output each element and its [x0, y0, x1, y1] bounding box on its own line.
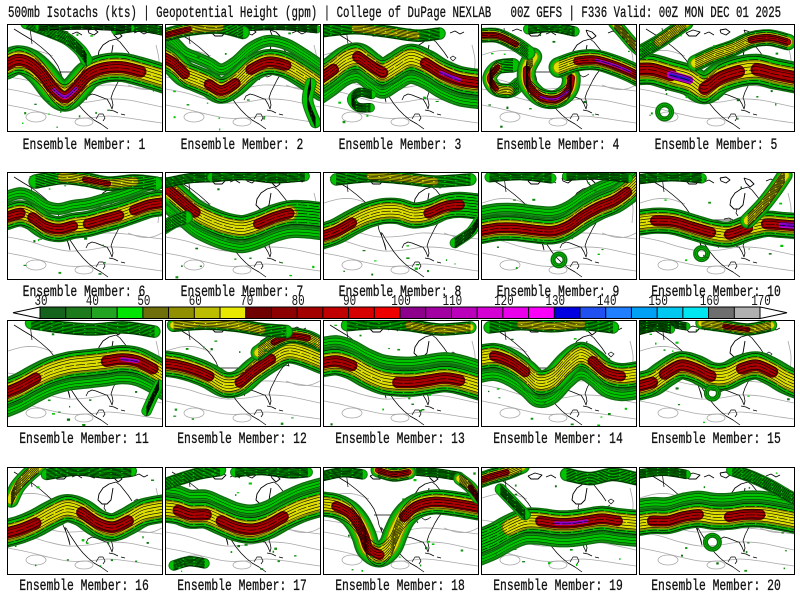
svg-text:40: 40 — [86, 293, 99, 310]
svg-text:130: 130 — [546, 293, 566, 310]
svg-text:150: 150 — [648, 293, 668, 310]
svg-text:90: 90 — [343, 293, 356, 310]
svg-text:170: 170 — [751, 293, 771, 310]
svg-text:110: 110 — [443, 293, 463, 310]
svg-text:80: 80 — [292, 293, 305, 310]
svg-text:160: 160 — [700, 293, 720, 310]
svg-text:140: 140 — [597, 293, 617, 310]
svg-text:30: 30 — [34, 293, 47, 310]
svg-text:100: 100 — [391, 293, 411, 310]
svg-text:60: 60 — [189, 293, 202, 310]
svg-text:50: 50 — [137, 293, 150, 310]
svg-text:70: 70 — [240, 293, 253, 310]
svg-text:120: 120 — [494, 293, 514, 310]
